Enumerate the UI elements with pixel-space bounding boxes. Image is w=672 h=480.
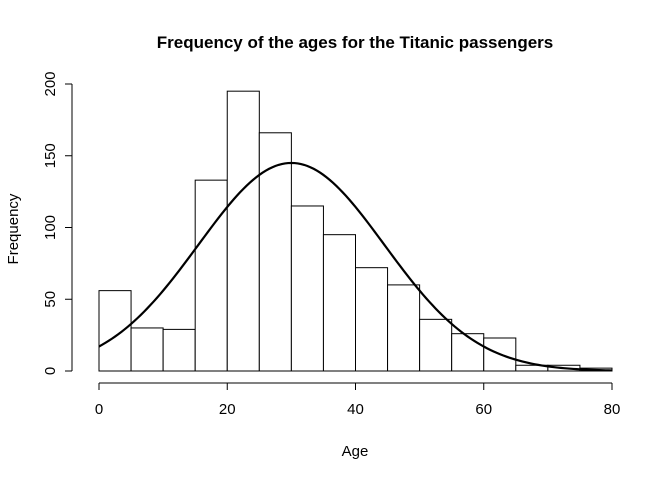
- x-axis: 0 20 40 60 80: [95, 382, 621, 418]
- histogram-bar: [194, 179, 228, 372]
- y-axis: 0 50 100 150 200: [42, 71, 73, 375]
- x-tick-label: 80: [604, 401, 621, 418]
- y-tick-label: 50: [42, 291, 59, 308]
- x-tick-label: 40: [347, 401, 364, 418]
- chart-title: Frequency of the ages for the Titanic pa…: [157, 33, 553, 52]
- density-curve: [98, 161, 613, 372]
- y-axis-label: Frequency: [5, 193, 22, 264]
- y-tick-label: 200: [42, 71, 59, 96]
- histogram-bar: [290, 205, 324, 372]
- x-tick-label: 0: [95, 401, 103, 418]
- histogram-bars: [98, 90, 613, 372]
- x-axis-label: Age: [342, 443, 369, 460]
- histogram-bar: [162, 328, 196, 372]
- histogram-bar: [130, 327, 164, 372]
- y-tick-label: 150: [42, 143, 59, 168]
- histogram-bar: [419, 318, 453, 372]
- histogram-bar: [258, 132, 292, 372]
- x-tick-label: 60: [475, 401, 492, 418]
- histogram-bar: [387, 284, 421, 372]
- histogram-bar: [451, 333, 485, 372]
- histogram-bar: [226, 90, 260, 372]
- histogram-bar: [322, 234, 356, 372]
- histogram-bar: [355, 267, 389, 372]
- x-tick-label: 20: [219, 401, 236, 418]
- histogram-bar: [98, 290, 132, 372]
- y-tick-label: 0: [42, 367, 59, 375]
- y-tick-label: 100: [42, 215, 59, 240]
